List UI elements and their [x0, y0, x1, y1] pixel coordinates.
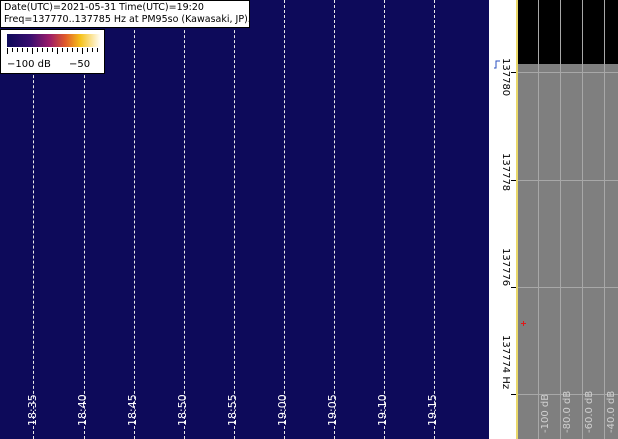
spectrum-db-label: -40.0 dB — [606, 390, 617, 433]
waterfall-display[interactable]: 18:35 18:40 18:45 18:50 18:55 19:00 19:0… — [0, 0, 489, 439]
time-label: 18:50 — [176, 394, 189, 426]
scale-tick — [32, 48, 33, 54]
spectrum-gridline — [518, 287, 618, 288]
freq-label: 137774 Hz — [500, 335, 511, 390]
scale-high-label: −50 — [69, 59, 91, 70]
spectrum-db-label: -80.0 dB — [562, 390, 573, 433]
time-gridline — [384, 0, 385, 439]
spectrum-gridline — [582, 0, 583, 439]
freq-label: 137776 — [500, 248, 511, 287]
time-gridline — [334, 0, 335, 439]
scale-tick — [62, 48, 63, 52]
time-gridline — [134, 0, 135, 439]
time-label: 18:40 — [76, 394, 89, 426]
scale-tick — [27, 48, 28, 52]
scale-tick — [87, 48, 88, 52]
freq-tick — [511, 72, 517, 73]
freq-tick — [511, 180, 517, 181]
spectrum-gridline — [518, 394, 618, 395]
freq-tick — [511, 394, 517, 395]
color-scale-bar — [7, 34, 101, 47]
scale-tick — [57, 48, 58, 54]
scale-tick — [42, 48, 43, 52]
spectrum-gridline — [560, 0, 561, 439]
date-time-info: Date(UTC)=2021-05-31 Time(UTC)=19:20 — [4, 2, 204, 13]
scale-tick — [7, 48, 8, 54]
scale-tick — [92, 48, 93, 52]
time-label: 19:10 — [376, 394, 389, 426]
time-label: 18:45 — [126, 394, 139, 426]
frequency-axis: 137780 137778 137776 137774 Hz — [489, 0, 517, 439]
signal-marker-icon — [521, 321, 526, 326]
scale-tick — [67, 48, 68, 52]
scale-tick — [82, 48, 83, 54]
time-label: 19:00 — [276, 394, 289, 426]
scale-low-label: −100 dB — [7, 59, 51, 70]
spectrum-gridline — [518, 180, 618, 181]
spectrum-db-label: -60.0 dB — [584, 390, 595, 433]
scale-tick — [97, 48, 98, 52]
spectrum-panel[interactable]: -100 dB -80.0 dB -60.0 dB -40.0 dB — [518, 0, 618, 439]
time-gridline — [434, 0, 435, 439]
cursor-icon — [494, 60, 500, 69]
time-gridline — [84, 0, 85, 439]
scale-tick — [17, 48, 18, 52]
scale-tick — [37, 48, 38, 52]
time-gridline — [184, 0, 185, 439]
spectrum-gridline — [518, 72, 618, 73]
freq-tick — [511, 287, 517, 288]
spectrum-db-label: -100 dB — [540, 393, 551, 433]
time-label: 18:35 — [26, 394, 39, 426]
scale-tick — [77, 48, 78, 52]
color-scale-legend: −100 dB −50 — [0, 29, 105, 74]
time-gridline — [234, 0, 235, 439]
time-label: 19:15 — [426, 394, 439, 426]
scale-tick — [52, 48, 53, 52]
time-gridline — [284, 0, 285, 439]
frequency-info: Freq=137770..137785 Hz at PM95so (Kawasa… — [4, 14, 250, 25]
frequency-highlight-bar — [516, 0, 518, 439]
scale-tick — [12, 48, 13, 52]
time-gridline — [33, 0, 34, 439]
scale-tick — [72, 48, 73, 52]
spectrum-header-area — [518, 0, 618, 64]
scale-tick — [22, 48, 23, 52]
spectrum-gridline — [604, 0, 605, 439]
scale-tick — [47, 48, 48, 52]
time-label: 18:55 — [226, 394, 239, 426]
info-box: Date(UTC)=2021-05-31 Time(UTC)=19:20 Fre… — [0, 0, 250, 28]
spectrum-gridline — [538, 0, 539, 439]
time-label: 19:05 — [326, 394, 339, 426]
freq-label: 137778 — [500, 153, 511, 192]
